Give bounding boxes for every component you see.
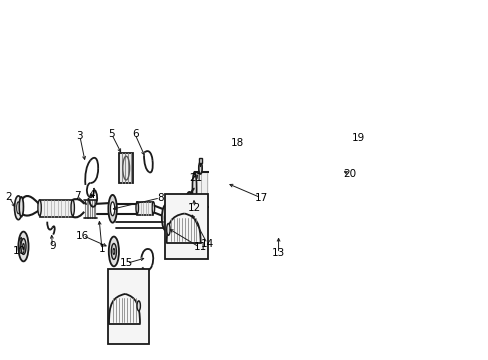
Ellipse shape bbox=[185, 192, 193, 216]
Text: 2: 2 bbox=[6, 192, 12, 202]
Bar bbox=[119, 153, 133, 183]
Ellipse shape bbox=[253, 204, 257, 220]
Ellipse shape bbox=[246, 206, 250, 222]
Text: 11: 11 bbox=[193, 243, 206, 252]
Text: 15: 15 bbox=[120, 258, 133, 268]
Ellipse shape bbox=[152, 202, 154, 214]
Bar bbox=[258, 196, 295, 234]
Ellipse shape bbox=[38, 200, 41, 216]
Ellipse shape bbox=[244, 198, 253, 230]
Text: 3: 3 bbox=[77, 131, 83, 141]
Text: 10: 10 bbox=[13, 247, 26, 256]
Bar bbox=[108, 269, 148, 344]
Text: 5: 5 bbox=[108, 129, 115, 139]
Text: 4: 4 bbox=[88, 190, 95, 200]
Ellipse shape bbox=[15, 196, 22, 220]
Text: 12: 12 bbox=[187, 203, 201, 213]
Ellipse shape bbox=[108, 237, 119, 266]
Ellipse shape bbox=[111, 243, 116, 260]
Ellipse shape bbox=[223, 172, 227, 207]
Ellipse shape bbox=[255, 196, 260, 234]
Ellipse shape bbox=[164, 211, 169, 225]
Text: 16: 16 bbox=[76, 230, 89, 240]
Ellipse shape bbox=[222, 173, 225, 183]
Text: 20: 20 bbox=[342, 169, 355, 179]
Bar bbox=[199, 158, 202, 163]
Ellipse shape bbox=[292, 196, 298, 234]
Ellipse shape bbox=[71, 200, 74, 216]
Text: 14: 14 bbox=[200, 239, 213, 248]
Bar bbox=[165, 194, 207, 258]
Ellipse shape bbox=[187, 198, 191, 210]
Text: 9: 9 bbox=[49, 242, 56, 252]
Ellipse shape bbox=[192, 172, 196, 207]
Ellipse shape bbox=[166, 224, 170, 235]
Ellipse shape bbox=[162, 204, 172, 231]
Text: 17: 17 bbox=[254, 193, 267, 203]
Bar bbox=[137, 202, 153, 215]
Bar bbox=[194, 172, 224, 207]
Ellipse shape bbox=[198, 162, 202, 174]
Ellipse shape bbox=[22, 243, 24, 249]
Ellipse shape bbox=[19, 231, 28, 261]
Ellipse shape bbox=[113, 248, 115, 255]
Text: 19: 19 bbox=[350, 133, 364, 143]
Text: 21: 21 bbox=[189, 173, 202, 183]
Ellipse shape bbox=[108, 195, 117, 223]
Text: 13: 13 bbox=[271, 248, 285, 258]
Ellipse shape bbox=[136, 202, 138, 214]
Bar bbox=[40, 200, 73, 217]
Ellipse shape bbox=[110, 202, 115, 216]
Ellipse shape bbox=[137, 301, 140, 311]
Text: 7: 7 bbox=[74, 191, 80, 201]
Ellipse shape bbox=[17, 202, 20, 214]
Text: 1: 1 bbox=[99, 244, 105, 255]
Text: 8: 8 bbox=[157, 193, 163, 203]
Text: 18: 18 bbox=[230, 138, 243, 148]
Text: 6: 6 bbox=[132, 129, 138, 139]
Ellipse shape bbox=[21, 239, 26, 255]
Ellipse shape bbox=[19, 197, 23, 217]
